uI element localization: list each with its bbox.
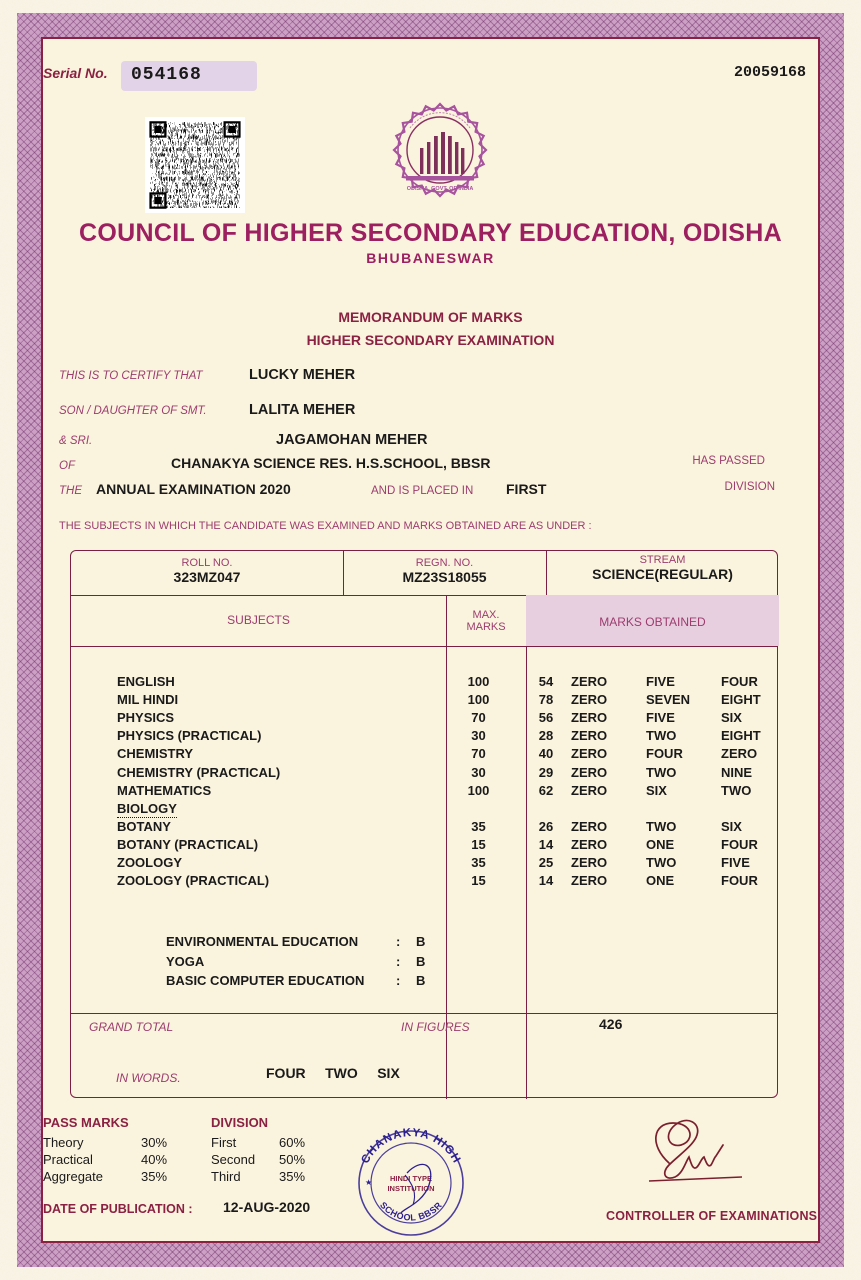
- svg-text:HINDI TYPE: HINDI TYPE: [390, 1174, 432, 1183]
- svg-text:SCHOOL BBSR: SCHOOL BBSR: [378, 1200, 444, 1223]
- svg-text:★: ★: [365, 1178, 372, 1187]
- svg-text:CHANAKYA HIGH: CHANAKYA HIGH: [359, 1127, 462, 1166]
- svg-text:ODISHA, GOVT. OF INDIA: ODISHA, GOVT. OF INDIA: [407, 186, 474, 192]
